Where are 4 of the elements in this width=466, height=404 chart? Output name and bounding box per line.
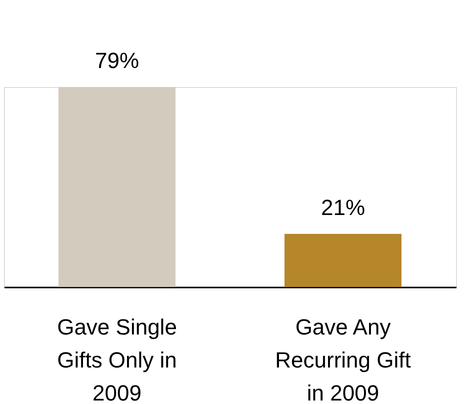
x-tick-label: Gave Any Recurring Gift in 2009	[275, 314, 411, 404]
data-label: 21%	[320, 194, 366, 220]
data-label: 79%	[94, 48, 140, 73]
x-tick-label: Gave Single Gifts Only in 2009	[57, 314, 177, 404]
